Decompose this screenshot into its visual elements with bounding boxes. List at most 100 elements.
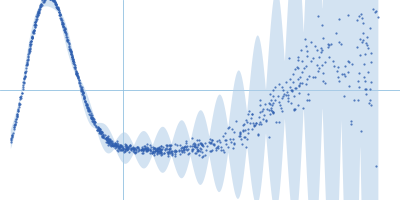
Point	[24, 58, 31, 62]
Point	[169, 152, 176, 155]
Point	[68, 51, 74, 54]
Point	[33, 19, 39, 22]
Point	[152, 147, 159, 150]
Point	[336, 40, 342, 43]
Point	[222, 143, 229, 146]
Point	[332, 32, 339, 35]
Point	[74, 75, 81, 79]
Point	[120, 147, 126, 150]
Point	[142, 147, 148, 150]
Point	[207, 141, 214, 145]
Point	[72, 67, 78, 70]
Point	[141, 145, 147, 148]
Point	[35, 10, 41, 13]
Point	[320, 36, 326, 39]
Point	[149, 151, 155, 155]
Point	[96, 127, 102, 130]
Point	[144, 149, 151, 152]
Point	[95, 129, 102, 132]
Point	[89, 118, 96, 121]
Point	[137, 149, 144, 152]
Point	[99, 135, 106, 138]
Point	[133, 148, 140, 151]
Point	[81, 95, 88, 99]
Point	[118, 145, 125, 148]
Point	[156, 150, 163, 153]
Point	[240, 129, 246, 132]
Point	[289, 90, 296, 93]
Point	[50, 0, 57, 1]
Point	[157, 148, 163, 151]
Point	[35, 12, 42, 15]
Point	[73, 69, 79, 72]
Point	[110, 144, 116, 147]
Point	[32, 21, 38, 24]
Point	[123, 146, 130, 149]
Point	[192, 145, 198, 148]
Point	[58, 20, 65, 24]
Point	[60, 25, 67, 28]
Point	[366, 101, 372, 104]
Point	[69, 55, 75, 58]
Point	[53, 5, 59, 9]
Point	[134, 147, 141, 150]
Point	[116, 148, 123, 151]
Point	[124, 147, 130, 150]
Point	[294, 66, 301, 69]
Point	[373, 9, 379, 12]
Point	[357, 54, 364, 57]
Point	[325, 42, 331, 46]
Point	[278, 107, 284, 110]
Point	[346, 60, 352, 64]
Point	[106, 139, 112, 142]
Point	[199, 143, 206, 146]
Point	[114, 145, 120, 148]
Point	[113, 143, 120, 146]
Point	[11, 125, 17, 128]
Point	[96, 126, 102, 129]
Point	[69, 57, 76, 60]
Point	[144, 145, 150, 148]
Point	[139, 147, 146, 150]
Point	[272, 85, 278, 89]
Point	[117, 144, 124, 147]
Point	[54, 6, 60, 10]
Point	[112, 144, 118, 147]
Point	[24, 58, 30, 61]
Point	[36, 8, 42, 11]
Point	[319, 63, 325, 66]
Point	[104, 140, 110, 143]
Point	[77, 84, 84, 88]
Point	[252, 122, 259, 125]
Point	[128, 148, 135, 151]
Point	[62, 27, 68, 30]
Point	[207, 142, 214, 145]
Point	[98, 131, 105, 134]
Point	[15, 109, 21, 112]
Point	[70, 62, 77, 65]
Point	[118, 145, 124, 148]
Point	[83, 101, 90, 104]
Point	[90, 120, 96, 123]
Point	[33, 17, 39, 21]
Point	[58, 16, 64, 20]
Point	[354, 18, 360, 22]
Point	[255, 115, 262, 119]
Point	[206, 141, 212, 144]
Point	[359, 17, 366, 20]
Point	[119, 148, 125, 151]
Point	[92, 121, 98, 124]
Point	[81, 100, 88, 103]
Point	[104, 138, 110, 141]
Point	[282, 81, 289, 84]
Point	[62, 30, 68, 33]
Point	[178, 150, 185, 154]
Point	[158, 148, 165, 151]
Point	[293, 65, 300, 69]
Point	[105, 138, 111, 141]
Point	[78, 88, 84, 91]
Point	[128, 146, 134, 149]
Point	[67, 49, 74, 52]
Point	[12, 122, 18, 125]
Point	[105, 140, 112, 143]
